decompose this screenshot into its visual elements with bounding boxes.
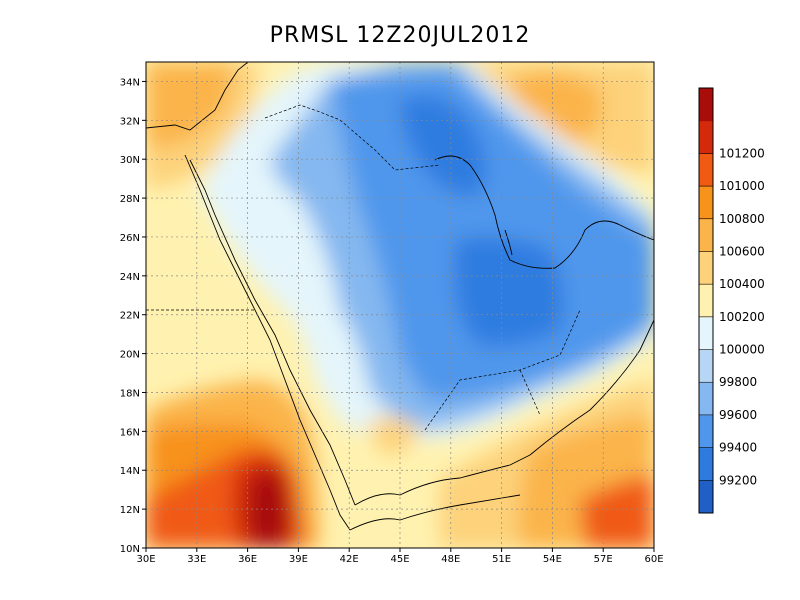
colorbar-label: 100600 bbox=[719, 244, 765, 258]
x-tick-label: 45E bbox=[390, 554, 409, 565]
x-tick-label: 33E bbox=[187, 554, 206, 565]
yemen-oman-border bbox=[519, 369, 541, 416]
colorbar: 99200 99400 99600 99800 100000 100200 100400 10… bbox=[698, 87, 765, 514]
qatar-outline bbox=[504, 229, 513, 256]
y-tick-label: 28N bbox=[120, 194, 140, 205]
y-tick-label: 24N bbox=[120, 272, 140, 283]
colorbar-swatch bbox=[699, 153, 713, 187]
y-tick-label: 32N bbox=[120, 116, 140, 127]
field-nw-orange bbox=[146, 62, 235, 150]
y-tick-label: 22N bbox=[120, 311, 140, 322]
persian-gulf-coast bbox=[434, 155, 654, 269]
y-tick-label: 16N bbox=[120, 427, 140, 438]
gulf-of-aden-south-coast bbox=[349, 494, 521, 531]
colorbar-swatch bbox=[699, 447, 713, 481]
colorbar-label: 99200 bbox=[719, 473, 757, 487]
x-tick-label: 42E bbox=[340, 554, 359, 565]
colorbar-label: 99600 bbox=[719, 408, 757, 422]
red-sea-east-coast bbox=[189, 159, 356, 506]
pressure-field bbox=[146, 62, 654, 548]
colorbar-swatch bbox=[699, 218, 713, 252]
gulf-of-aden-north-coast bbox=[354, 454, 531, 506]
colorbar-swatch bbox=[699, 480, 713, 514]
colorbar-swatch bbox=[699, 316, 713, 351]
x-tick-label: 57E bbox=[594, 554, 613, 565]
colorbar-label: 101200 bbox=[719, 146, 765, 160]
oman-coast bbox=[529, 319, 654, 456]
colorbar-swatch bbox=[699, 349, 713, 383]
x-tick-label: 54E bbox=[543, 554, 562, 565]
country-borders bbox=[146, 104, 581, 431]
x-tick-label: 30E bbox=[136, 554, 155, 565]
colorbar-swatch bbox=[699, 120, 713, 154]
y-tick-label: 10N bbox=[120, 544, 140, 555]
y-tick-label: 20N bbox=[120, 350, 140, 361]
y-tick-label: 18N bbox=[120, 388, 140, 399]
field-low-south bbox=[455, 236, 564, 346]
levant-coast bbox=[146, 62, 249, 131]
colorbar-label: 100800 bbox=[719, 212, 765, 226]
colorbar-label: 100200 bbox=[719, 310, 765, 324]
y-tick-label: 26N bbox=[120, 233, 140, 244]
field-yemen-orange bbox=[370, 416, 420, 455]
colorbar-label: 101000 bbox=[719, 179, 765, 193]
colorbar-swatch bbox=[699, 414, 713, 449]
colorbar-swatch bbox=[699, 251, 713, 285]
x-tick-label: 60E bbox=[644, 554, 663, 565]
chart-title: PRMSL 12Z20JUL2012 bbox=[270, 23, 531, 48]
y-tick-label: 12N bbox=[120, 505, 140, 516]
field-se-red bbox=[580, 475, 654, 548]
x-tick-label: 48E bbox=[441, 554, 460, 565]
colorbar-label: 100400 bbox=[719, 277, 765, 291]
x-tick-label: 51E bbox=[492, 554, 511, 565]
y-tick-label: 34N bbox=[120, 77, 140, 88]
x-axis: 30E 33E 36E 39E 42E 45E 48E 51E 54E 57E 60E bbox=[136, 548, 664, 565]
x-tick-label: 36E bbox=[238, 554, 257, 565]
colorbar-label: 99800 bbox=[719, 375, 757, 389]
x-tick-label: 39E bbox=[289, 554, 308, 565]
colorbar-label: 100000 bbox=[719, 343, 765, 357]
colorbar-label: 99400 bbox=[719, 441, 757, 455]
colorbar-swatch bbox=[699, 186, 713, 220]
iraq-saudi-border bbox=[264, 104, 441, 171]
field-high-core bbox=[247, 471, 289, 548]
red-sea-west-coast bbox=[184, 154, 351, 531]
y-axis: 10N 12N 14N 16N 18N 20N 22N 24N 26N 28N 30N 32N 34N bbox=[120, 77, 146, 555]
y-tick-label: 30N bbox=[120, 155, 140, 166]
colorbar-swatch bbox=[699, 284, 713, 318]
field-medium-blue bbox=[330, 70, 654, 400]
colorbar-swatch bbox=[699, 382, 713, 416]
colorbar-frame bbox=[698, 87, 714, 514]
y-tick-label: 14N bbox=[120, 466, 140, 477]
coastlines bbox=[146, 62, 654, 531]
colorbar-swatch bbox=[699, 88, 713, 122]
gridlines bbox=[146, 62, 654, 548]
